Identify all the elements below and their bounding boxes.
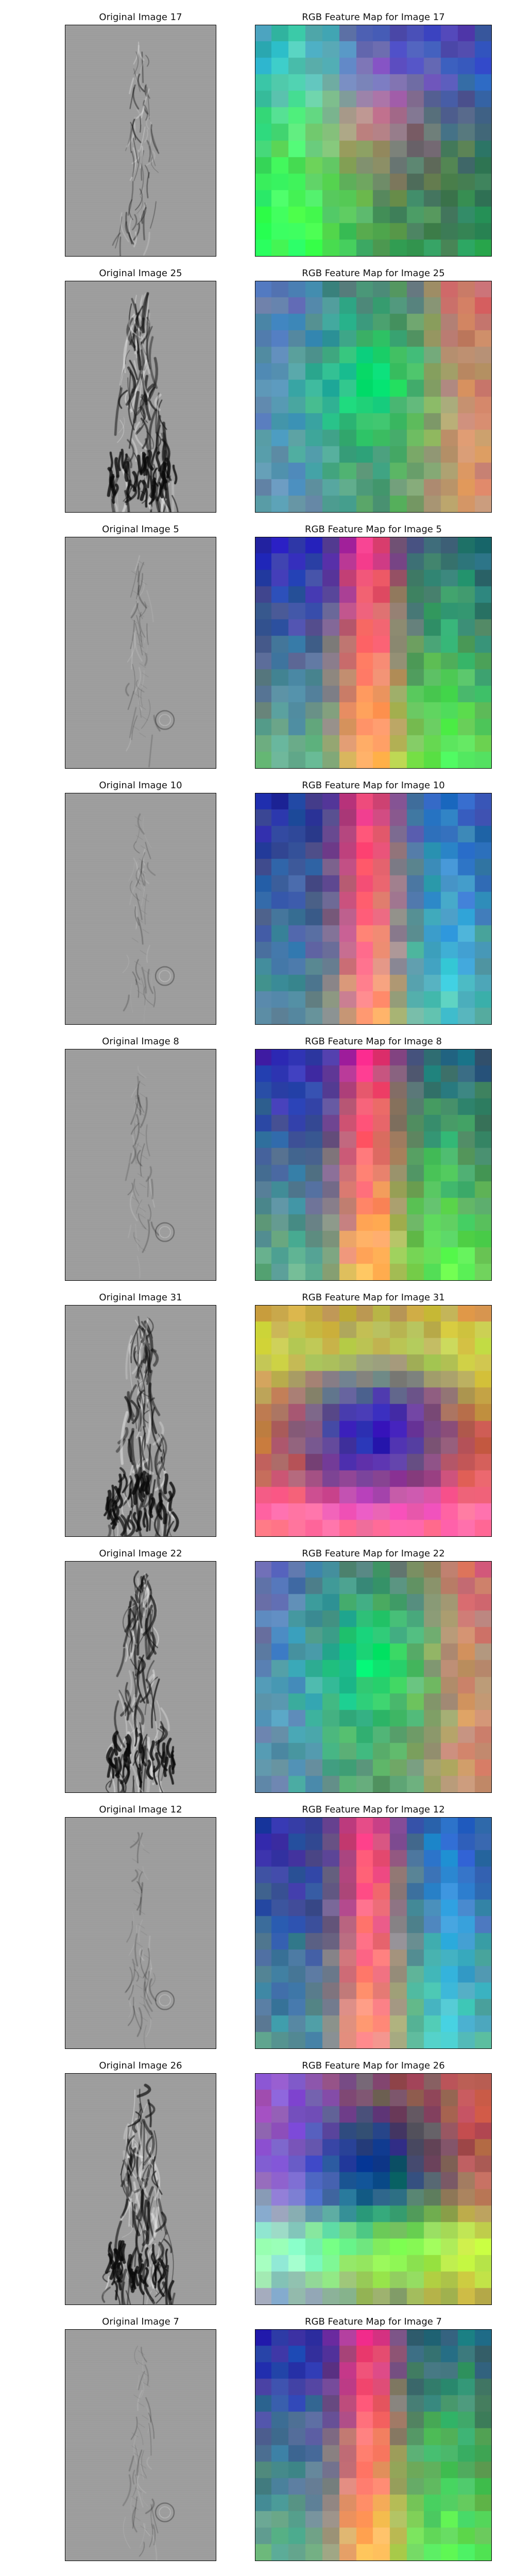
original-image-canvas-9: [65, 2073, 216, 2305]
feature-map-title-3: RGB Feature Map for Image 5: [305, 524, 442, 535]
feature-map-title-5: RGB Feature Map for Image 8: [305, 1036, 442, 1047]
original-image-panel-9: Original Image 26: [65, 2061, 216, 2305]
feature-map-title-2: RGB Feature Map for Image 25: [302, 268, 445, 279]
feature-map-canvas-4: [255, 793, 492, 1025]
original-image-frame-9: [65, 2073, 216, 2305]
original-image-title-5: Original Image 8: [102, 1036, 179, 1047]
feature-map-panel-5: RGB Feature Map for Image 8: [255, 1037, 492, 1281]
original-image-canvas-1: [65, 25, 216, 257]
original-image-canvas-7: [65, 1561, 216, 1793]
original-image-frame-3: [65, 537, 216, 769]
feature-map-canvas-3: [255, 537, 492, 769]
feature-map-frame-5: [255, 1049, 492, 1281]
feature-map-canvas-1: [255, 25, 492, 257]
feature-map-panel-8: RGB Feature Map for Image 12: [255, 1805, 492, 2049]
feature-map-frame-9: [255, 2073, 492, 2305]
original-image-panel-7: Original Image 22: [65, 1549, 216, 1793]
original-image-panel-3: Original Image 5: [65, 524, 216, 769]
feature-map-panel-7: RGB Feature Map for Image 22: [255, 1549, 492, 1793]
feature-map-canvas-5: [255, 1049, 492, 1281]
original-image-title-6: Original Image 31: [99, 1292, 182, 1303]
feature-map-frame-3: [255, 537, 492, 769]
feature-map-panel-4: RGB Feature Map for Image 10: [255, 781, 492, 1025]
original-image-canvas-4: [65, 793, 216, 1025]
feature-map-frame-2: [255, 281, 492, 513]
feature-map-panel-10: RGB Feature Map for Image 7: [255, 2317, 492, 2561]
feature-map-title-10: RGB Feature Map for Image 7: [305, 2316, 442, 2327]
feature-map-panel-2: RGB Feature Map for Image 25: [255, 268, 492, 513]
original-image-canvas-8: [65, 1817, 216, 2049]
feature-map-frame-6: [255, 1305, 492, 1537]
original-image-title-1: Original Image 17: [99, 12, 182, 23]
feature-map-canvas-6: [255, 1305, 492, 1537]
original-image-panel-10: Original Image 7: [65, 2317, 216, 2561]
original-image-title-3: Original Image 5: [102, 524, 179, 535]
original-image-panel-6: Original Image 31: [65, 1293, 216, 1537]
feature-map-title-4: RGB Feature Map for Image 10: [302, 780, 445, 791]
original-image-title-7: Original Image 22: [99, 1548, 182, 1559]
original-image-frame-8: [65, 1817, 216, 2049]
original-image-panel-1: Original Image 17: [65, 12, 216, 257]
feature-map-canvas-8: [255, 1817, 492, 2049]
feature-map-title-1: RGB Feature Map for Image 17: [302, 12, 445, 23]
feature-map-canvas-2: [255, 281, 492, 513]
feature-map-frame-10: [255, 2329, 492, 2561]
original-image-frame-2: [65, 281, 216, 513]
feature-map-canvas-10: [255, 2329, 492, 2561]
feature-map-panel-3: RGB Feature Map for Image 5: [255, 524, 492, 769]
original-image-frame-5: [65, 1049, 216, 1281]
original-image-canvas-2: [65, 281, 216, 513]
original-image-frame-7: [65, 1561, 216, 1793]
feature-map-panel-9: RGB Feature Map for Image 26: [255, 2061, 492, 2305]
original-image-canvas-10: [65, 2329, 216, 2561]
feature-map-frame-7: [255, 1561, 492, 1793]
feature-map-title-7: RGB Feature Map for Image 22: [302, 1548, 445, 1559]
feature-map-canvas-7: [255, 1561, 492, 1793]
feature-map-panel-6: RGB Feature Map for Image 31: [255, 1293, 492, 1537]
original-image-frame-6: [65, 1305, 216, 1537]
original-image-title-4: Original Image 10: [99, 780, 182, 791]
original-image-title-9: Original Image 26: [99, 2060, 182, 2071]
original-image-canvas-5: [65, 1049, 216, 1281]
original-image-canvas-6: [65, 1305, 216, 1537]
original-image-title-8: Original Image 12: [99, 1804, 182, 1815]
feature-map-title-9: RGB Feature Map for Image 26: [302, 2060, 445, 2071]
feature-map-title-8: RGB Feature Map for Image 12: [302, 1804, 445, 1815]
feature-map-panel-1: RGB Feature Map for Image 17: [255, 12, 492, 257]
feature-map-frame-4: [255, 793, 492, 1025]
original-image-title-2: Original Image 25: [99, 268, 182, 279]
original-image-title-10: Original Image 7: [102, 2316, 179, 2327]
original-image-panel-2: Original Image 25: [65, 268, 216, 513]
original-image-frame-4: [65, 793, 216, 1025]
original-image-frame-10: [65, 2329, 216, 2561]
feature-map-frame-1: [255, 25, 492, 257]
original-image-canvas-3: [65, 537, 216, 769]
original-image-panel-5: Original Image 8: [65, 1037, 216, 1281]
feature-map-title-6: RGB Feature Map for Image 31: [302, 1292, 445, 1303]
original-image-panel-8: Original Image 12: [65, 1805, 216, 2049]
original-image-panel-4: Original Image 10: [65, 781, 216, 1025]
original-image-frame-1: [65, 25, 216, 257]
feature-map-frame-8: [255, 1817, 492, 2049]
feature-map-canvas-9: [255, 2073, 492, 2305]
